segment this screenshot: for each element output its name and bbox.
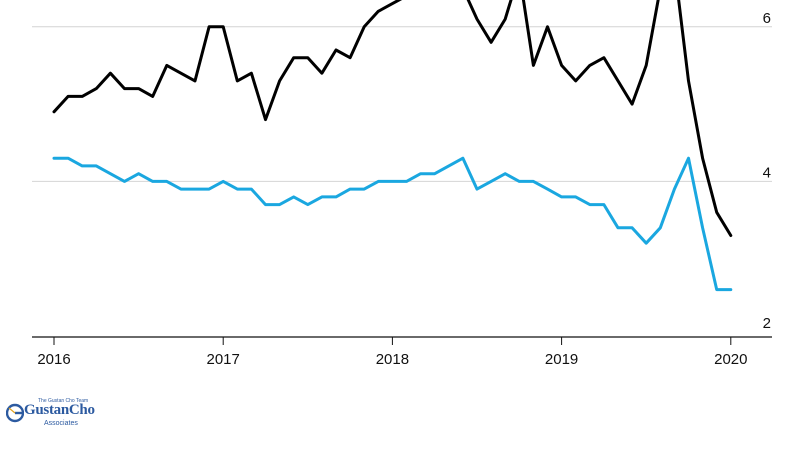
x-tick-label: 2017 xyxy=(207,351,240,368)
y-tick-label: 6 xyxy=(763,10,771,27)
x-tick-label: 2020 xyxy=(714,351,747,368)
logo-tagline: The Gustan Cho Team xyxy=(38,398,89,404)
x-axis xyxy=(32,336,772,345)
logo-wordmark: GustanCho xyxy=(24,402,95,418)
y-tick-label: 4 xyxy=(763,164,771,181)
gustancho-logo: The Gustan Cho Team GustanCho Associates xyxy=(6,398,126,432)
series-line-2 xyxy=(52,156,733,292)
series-line-1 xyxy=(52,0,733,237)
logo-subtitle: Associates xyxy=(44,420,78,427)
series-lines xyxy=(52,0,733,292)
tick-labels: 201620172018201920202468 months xyxy=(37,10,771,368)
y-tick-label: 2 xyxy=(763,315,771,332)
logo-mark-icon xyxy=(6,403,24,423)
x-tick-label: 2018 xyxy=(376,351,409,368)
x-tick-label: 2019 xyxy=(545,351,578,368)
x-tick-label: 2016 xyxy=(37,351,70,368)
